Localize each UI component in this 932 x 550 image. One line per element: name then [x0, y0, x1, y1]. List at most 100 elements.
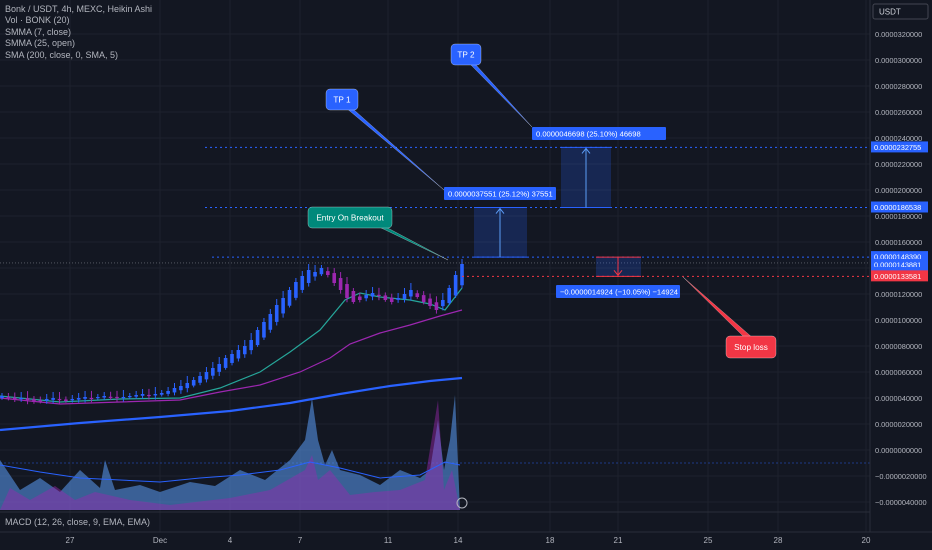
candle-body: [223, 358, 228, 368]
candle-body: [89, 397, 94, 400]
candle-body: [57, 398, 62, 401]
price-tag-bg: [871, 141, 928, 153]
candle-body: [255, 330, 260, 346]
candle-body: [12, 397, 17, 399]
x-tick-label: 11: [384, 536, 393, 545]
candle-body: [389, 297, 394, 302]
x-tick-label: 14: [454, 536, 463, 545]
tp1-measure-label: 0.0000037551 (25.12%) 37551: [448, 190, 553, 199]
candle-body: [345, 284, 349, 298]
candle-body: [38, 400, 43, 402]
stop-measure-label: −0.0000014924 (−10.05%) −14924: [560, 288, 678, 297]
candle-body: [428, 298, 432, 306]
candle-body: [313, 272, 317, 277]
candle-body: [249, 340, 253, 351]
y-tick-label: 0.0000160000: [875, 238, 922, 247]
candle-body: [32, 399, 36, 402]
y-tick-label: 0.0000020000: [875, 420, 922, 429]
y-tick-label: 0.0000280000: [875, 82, 922, 91]
x-tick-label: 27: [66, 536, 75, 545]
chart-legend: Bonk / USDT, 4h, MEXC, Heikin Ashi Vol ·…: [5, 4, 152, 61]
candle-body: [274, 305, 279, 322]
y-tick-label: −0.0000020000: [875, 472, 927, 481]
candle-body: [236, 350, 241, 359]
legend-symbol[interactable]: Bonk / USDT, 4h, MEXC, Heikin Ashi: [5, 4, 153, 14]
candle-body: [319, 268, 324, 275]
candle-body: [0, 396, 4, 398]
currency-button[interactable]: USDT: [879, 8, 901, 17]
price-tag-bg: [871, 259, 928, 270]
candle-body: [147, 394, 151, 397]
y-tick-label: 0.0000300000: [875, 56, 922, 65]
legend-smma25[interactable]: SMMA (25, open): [5, 38, 76, 49]
callout-tp1-tail: [344, 106, 445, 191]
candle-body: [370, 293, 375, 297]
candle-body: [51, 398, 55, 400]
x-tick-label: 28: [774, 536, 783, 545]
candle-body: [402, 294, 407, 299]
y-tick-label: 0.0000320000: [875, 30, 922, 39]
stop-measure-label-bg: [556, 285, 680, 298]
callout-stop-loss-box: [725, 335, 777, 359]
candle-body: [217, 364, 222, 372]
price-tag: 0.0000186538: [874, 203, 921, 212]
price-tag-bg: [871, 201, 928, 213]
candle-body: [396, 298, 400, 300]
candle-body: [179, 386, 183, 391]
tp2-measure-label-bg: [532, 127, 666, 140]
callout-tp2-box: [450, 43, 482, 66]
x-tick-label: 25: [704, 536, 713, 545]
callout-tp1: TP 1: [333, 96, 351, 105]
candle-body: [108, 396, 113, 398]
volume-area-down: [0, 400, 460, 510]
candle-body: [121, 397, 126, 399]
candle-body: [460, 264, 464, 286]
x-tick-label: 20: [862, 536, 871, 545]
price-tag: 0.0000143881: [874, 261, 921, 270]
legend-smma7[interactable]: SMMA (7, close): [5, 26, 72, 37]
sma200-line: [0, 376, 463, 432]
candle-body: [332, 273, 337, 283]
x-tick-label: 21: [614, 536, 623, 545]
callout-stop-loss: Stop loss: [734, 343, 768, 352]
candle-body: [211, 368, 215, 376]
candle-body: [268, 314, 273, 330]
y-tick-label: 0.0000000000: [875, 446, 922, 455]
candle-body: [409, 290, 413, 297]
macd-pane-label[interactable]: MACD (12, 26, close, 9, EMA, EMA): [5, 517, 151, 527]
candle-body: [127, 396, 132, 398]
price-tag-bg: [871, 251, 928, 263]
candle-body: [25, 398, 30, 400]
legend-volume[interactable]: Vol · BONK (20): [5, 15, 70, 26]
tp1-arrow-head: [495, 207, 505, 214]
y-tick-label: 0.0000060000: [875, 368, 922, 377]
smma25-line: [0, 309, 463, 405]
callout-tp2: TP 2: [457, 51, 475, 60]
callout-tp1-box: [325, 88, 359, 111]
candle-body: [415, 293, 420, 297]
candle-body: [172, 388, 177, 393]
candle-body: [377, 294, 381, 297]
y-tick-label: 0.0000080000: [875, 342, 922, 351]
tp2-measure-label: 0.0000046698 (25.10%) 46698: [536, 130, 641, 139]
candle-body: [351, 291, 356, 302]
candle-body: [102, 396, 107, 398]
candle-body: [441, 300, 445, 307]
candle-body: [300, 276, 305, 290]
tp2-arrow-head: [581, 147, 591, 154]
candle-body: [357, 296, 362, 300]
candle-body: [338, 278, 343, 290]
candle-body: [19, 398, 23, 400]
candle-body: [230, 354, 234, 363]
legend-sma200[interactable]: SMA (200, close, 0, SMA, 5): [5, 49, 119, 60]
y-tick-label: 0.0000180000: [875, 212, 922, 221]
x-tick-label: Dec: [153, 536, 167, 545]
y-tick-label: 0.0000260000: [875, 108, 922, 117]
tp1-measure-label-bg: [444, 187, 556, 200]
candle-body: [326, 271, 330, 275]
price-tag: 0.0000232755: [874, 143, 921, 152]
candle-body: [6, 397, 11, 399]
candle-body: [83, 397, 87, 399]
candle-body: [364, 295, 368, 299]
